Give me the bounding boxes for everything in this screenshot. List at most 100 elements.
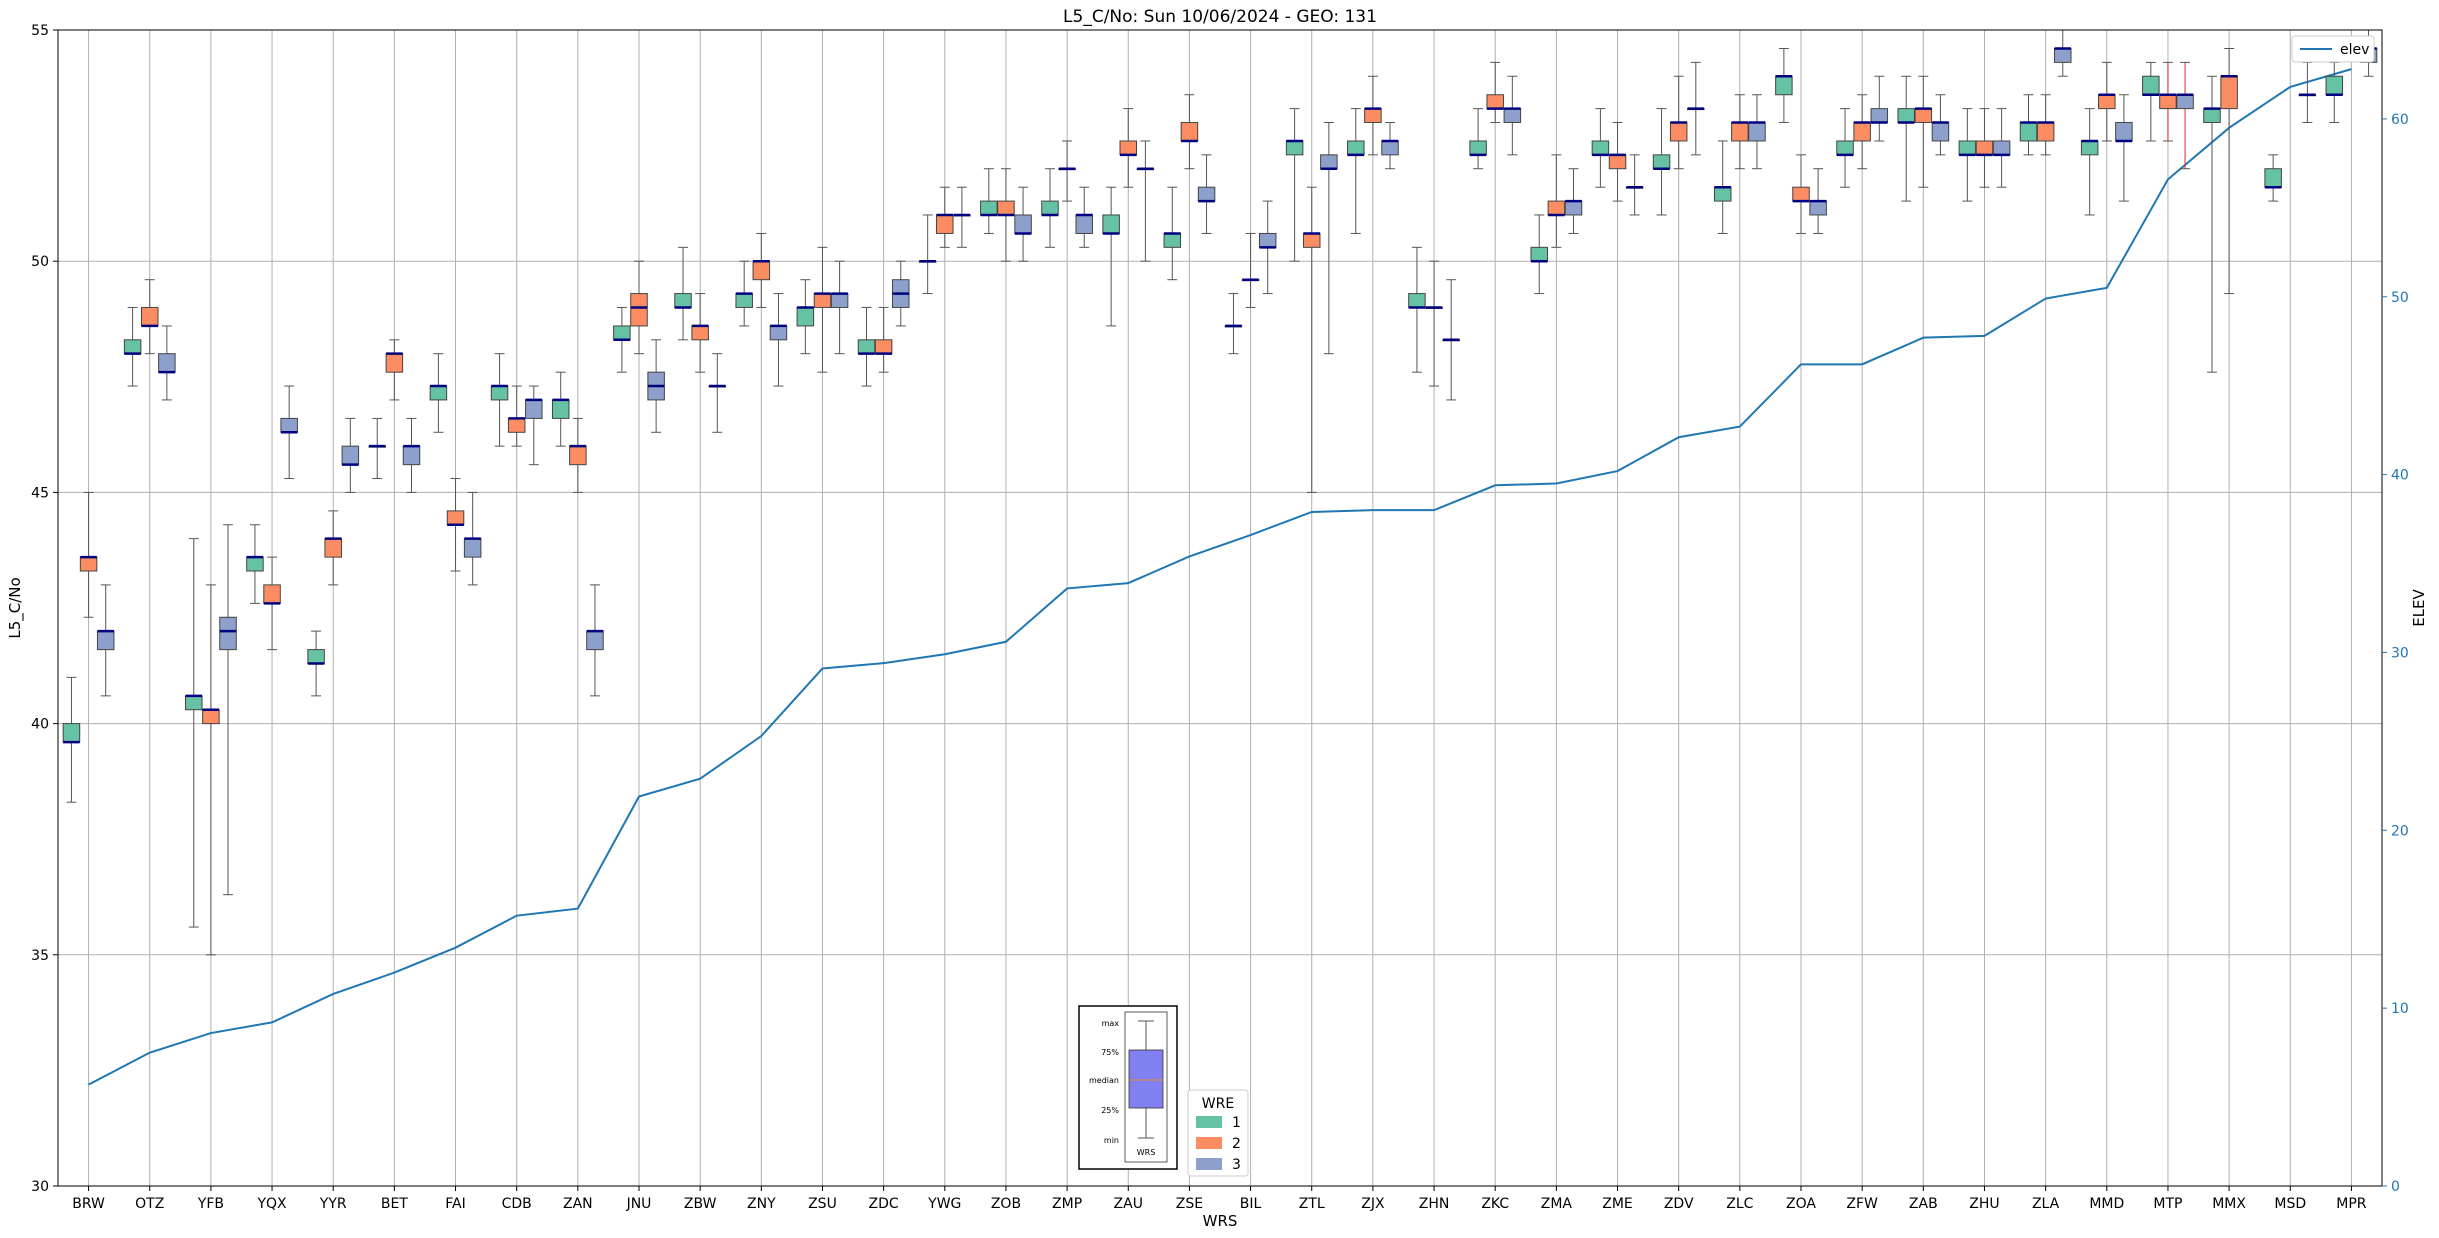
x-tick-label: ZMA <box>1541 1196 1573 1212</box>
box-body <box>2220 75 2238 110</box>
box-BET-wre1 <box>368 417 387 480</box>
box-body <box>830 293 849 308</box>
box-body <box>1775 75 1793 96</box>
x-tick-label: YFB <box>197 1196 224 1212</box>
box-body <box>2203 108 2221 123</box>
box-body <box>2019 121 2038 142</box>
box-body <box>569 445 587 466</box>
x-tick-label: ZOB <box>991 1196 1021 1212</box>
box-body <box>280 417 298 433</box>
box-OTZ-wre1 <box>123 306 142 387</box>
box-OTZ-wre2 <box>140 279 159 355</box>
box-body <box>2159 94 2177 110</box>
box-body <box>1731 121 1749 142</box>
box-ZTL-wre2 <box>1302 186 1321 493</box>
box-body <box>2098 94 2116 110</box>
x-tick-label: YQX <box>256 1196 287 1212</box>
box-ZAU-wre1 <box>1102 186 1120 327</box>
box-body <box>158 353 176 373</box>
box-key-inset: max 75% median 25% min WRS <box>1078 1005 1178 1170</box>
box-ZAN-wre2 <box>569 417 587 493</box>
box-body <box>185 695 203 711</box>
box-ZSU-wre2 <box>813 246 832 373</box>
box-YQX-wre1 <box>246 524 264 604</box>
box-ZOA-wre3 <box>1809 168 1827 234</box>
box-body <box>1197 186 1216 202</box>
box-body <box>2176 94 2194 110</box>
box-body <box>123 339 142 355</box>
box-body <box>79 556 98 572</box>
box-body <box>630 293 648 327</box>
box-body <box>735 293 753 308</box>
box-MTP-wre1 <box>2142 61 2160 142</box>
box-ZDC-wre3 <box>891 260 910 327</box>
box-CDB-wre1 <box>490 353 509 447</box>
box-MTP-wre3 <box>2176 61 2194 170</box>
box-MMX-wre1 <box>2203 75 2221 373</box>
box-body <box>997 200 1015 216</box>
box-body <box>1469 140 1487 156</box>
y2-axis-label: ELEV <box>2410 588 2428 626</box>
x-tick-label: ZNY <box>747 1196 776 1212</box>
box-YFB-wre1 <box>185 538 203 928</box>
box-ZLA-wre3 <box>2053 29 2072 77</box>
box-key-label: 75% <box>1101 1048 1119 1057</box>
box-YFB-wre3 <box>219 524 237 896</box>
box-ZDV-wre3 <box>1687 61 1705 156</box>
box-ZBW-wre2 <box>691 293 709 373</box>
box-ZJX-wre2 <box>1364 75 1382 156</box>
x-tick-label: ZAB <box>1909 1196 1938 1212</box>
box-ZSU-wre1 <box>796 279 815 355</box>
y2-tick-label: 40 <box>2391 468 2409 484</box>
box-body <box>769 325 788 341</box>
box-ZHN-wre1 <box>1408 246 1426 373</box>
box-body <box>202 709 220 725</box>
box-key-label: 25% <box>1101 1106 1119 1115</box>
box-BET-wre2 <box>385 339 404 401</box>
box-MMD-wre1 <box>2080 108 2099 216</box>
box-body <box>1014 214 1032 234</box>
box-ZOB-wre3 <box>1014 186 1032 262</box>
box-body <box>874 339 893 355</box>
box-ZSE-wre1 <box>1163 186 1182 281</box>
box-YQX-wre2 <box>263 556 281 651</box>
box-ZMA-wre1 <box>1530 214 1549 295</box>
box-ZOA-wre2 <box>1792 154 1810 234</box>
box-ZTL-wre3 <box>1320 121 1338 355</box>
box-CDB-wre2 <box>507 385 526 447</box>
box-body <box>246 556 264 572</box>
box-ZME-wre3 <box>1625 154 1644 216</box>
box-ZDC-wre1 <box>857 306 876 387</box>
box-ZBW-wre3 <box>708 353 727 433</box>
box-key-label: median <box>1089 1076 1119 1085</box>
box-ZAU-wre2 <box>1119 108 1138 188</box>
box-ZBW-wre1 <box>674 246 692 341</box>
box-body <box>1547 200 1566 216</box>
box-ZNY-wre3 <box>769 293 788 387</box>
x-tick-label: ZSE <box>1176 1196 1203 1212</box>
box-ZHN-wre3 <box>1442 279 1460 401</box>
box-body <box>2115 121 2133 142</box>
box-BRW-wre3 <box>96 584 115 697</box>
box-body <box>551 399 570 419</box>
box-ZFW-wre1 <box>1836 108 1854 188</box>
box-body <box>1075 214 1093 234</box>
box-ZAU-wre3 <box>1136 140 1155 262</box>
box-body <box>1364 108 1382 123</box>
x-tick-label: MSD <box>2274 1196 2306 1212</box>
x-tick-label: BRW <box>72 1196 105 1212</box>
legend-wre-swatch <box>1196 1137 1222 1149</box>
box-body <box>1408 293 1426 308</box>
x-tick-label: ZDC <box>869 1196 899 1212</box>
x-tick-label: ZHN <box>1419 1196 1450 1212</box>
elev-line-layer <box>88 68 2352 1086</box>
box-JNU-wre2 <box>630 260 648 355</box>
y2-tick-label: 20 <box>2391 823 2409 839</box>
box-ZFW-wre2 <box>1853 94 1871 170</box>
box-FAI-wre3 <box>463 491 482 586</box>
box-body <box>1975 140 1994 156</box>
x-tick-label: MTP <box>2153 1196 2182 1212</box>
elev-line <box>88 68 2352 1086</box>
x-tick-label: BET <box>381 1196 408 1212</box>
x-tick-label: FAI <box>445 1196 465 1212</box>
